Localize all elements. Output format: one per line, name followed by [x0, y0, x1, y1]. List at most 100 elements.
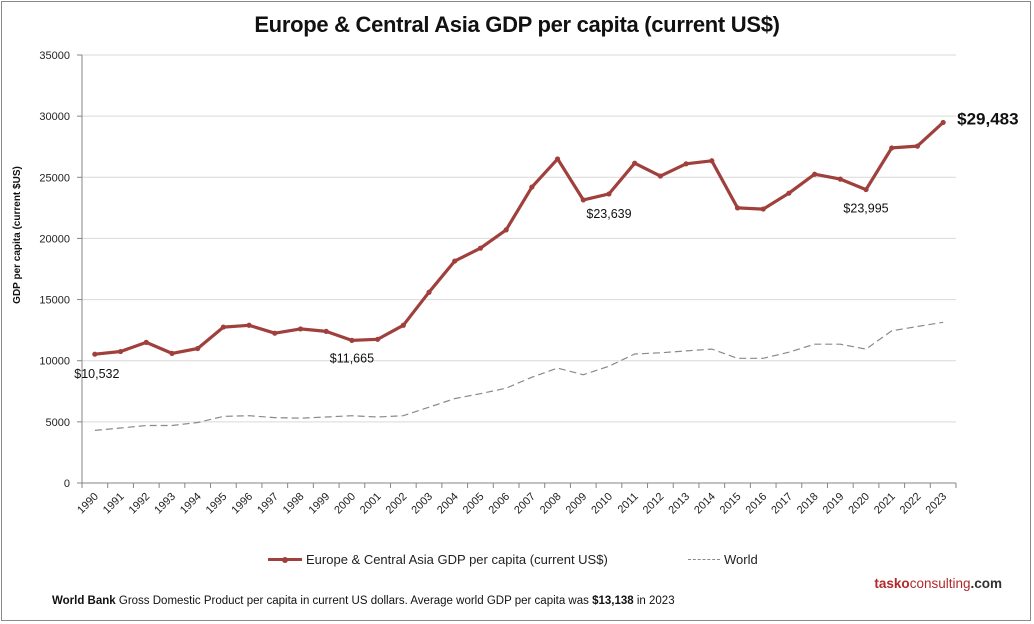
x-tick-label: 2010 — [589, 491, 615, 517]
legend-label-europe: Europe & Central Asia GDP per capita (cu… — [306, 552, 608, 567]
gridlines — [82, 54, 956, 423]
legend-item-world[interactable]: World — [688, 552, 758, 567]
data-label: $23,639 — [586, 207, 631, 221]
annotations: $10,532 $11,665 $23,639 $23,995 $29,483 — [74, 109, 1018, 381]
data-label: $10,532 — [74, 367, 119, 381]
x-tick-label: 2023 — [923, 491, 949, 517]
data-point-europe — [400, 322, 406, 328]
data-point-europe — [117, 348, 124, 355]
data-point-europe — [323, 328, 329, 334]
series-line-world — [94, 321, 944, 431]
x-tick-label: 1991 — [101, 491, 127, 517]
x-tick-label: 1990 — [75, 491, 101, 517]
x-tick-label: 1997 — [255, 491, 281, 517]
footnote-source: World Bank — [52, 595, 116, 607]
x-tick-label: 2001 — [358, 491, 384, 517]
data-point-europe — [272, 330, 278, 336]
footnote: World Bank Gross Domestic Product per ca… — [52, 595, 675, 607]
x-tick-label: 1999 — [307, 491, 333, 517]
y-tick-label: 5000 — [46, 417, 70, 429]
chart-title: Europe & Central Asia GDP per capita (cu… — [254, 12, 780, 37]
x-tick-label: 2019 — [821, 491, 847, 517]
x-tick-label: 1993 — [152, 491, 178, 517]
data-point-europe — [760, 206, 766, 212]
data-point-europe — [580, 197, 586, 203]
data-point-europe — [837, 176, 843, 182]
x-tick-label: 1998 — [281, 491, 307, 517]
x-tick-label: 2006 — [486, 491, 512, 517]
y-tick-label: 0 — [64, 478, 70, 490]
data-point-europe — [632, 160, 638, 166]
legend: Europe & Central Asia GDP per capita (cu… — [0, 552, 1034, 570]
brand-watermark: taskoconsulting.com — [874, 576, 1002, 591]
data-point-europe — [503, 227, 509, 233]
data-point-europe — [812, 171, 818, 177]
legend-item-europe[interactable]: Europe & Central Asia GDP per capita (cu… — [268, 552, 608, 567]
data-point-europe — [554, 156, 561, 162]
data-point-europe — [195, 345, 201, 352]
data-point-europe — [452, 258, 458, 264]
y-tick-label: 15000 — [39, 295, 70, 307]
data-point-europe — [246, 322, 252, 328]
x-tick-label: 2013 — [666, 491, 692, 517]
data-point-europe — [529, 184, 535, 190]
data-point-europe — [426, 289, 432, 295]
x-tick-label: 2020 — [846, 491, 872, 517]
data-point-europe — [92, 351, 98, 357]
data-point-europe — [786, 190, 792, 196]
x-tick-label: 2003 — [409, 491, 435, 517]
data-point-europe — [683, 161, 689, 167]
x-tick-label: 2012 — [641, 491, 667, 517]
series-group — [92, 119, 946, 431]
footnote-highlight-value: $13,138 — [592, 595, 634, 607]
data-point-europe — [940, 119, 946, 126]
x-tick-label: 2016 — [744, 491, 770, 517]
footnote-text-end: in 2023 — [633, 595, 675, 607]
data-point-europe — [914, 143, 921, 149]
x-tick-label: 2008 — [538, 491, 564, 517]
brand-part-consulting: consulting — [909, 576, 971, 591]
data-point-europe — [709, 158, 715, 164]
data-label: $11,665 — [330, 351, 374, 365]
data-point-europe — [220, 324, 226, 330]
brand-part-tasko: tasko — [874, 576, 910, 591]
y-axis-ticks: 0 5000 10000 15000 20000 25000 30000 35000 — [39, 50, 82, 490]
data-point-europe — [169, 350, 175, 356]
x-tick-label: 2004 — [435, 491, 461, 517]
x-tick-label: 1992 — [127, 491, 153, 517]
axes — [81, 55, 956, 484]
data-point-europe — [889, 145, 895, 151]
x-tick-label: 2015 — [718, 491, 744, 517]
y-tick-label: 25000 — [39, 172, 70, 184]
x-tick-label: 1996 — [229, 491, 255, 517]
x-tick-label: 2022 — [898, 491, 924, 517]
y-axis-label: GDP per capita (current $US) — [12, 166, 23, 304]
x-tick-label: 2000 — [332, 491, 358, 517]
data-point-europe — [297, 326, 304, 332]
data-point-europe — [349, 337, 355, 343]
y-tick-label: 35000 — [39, 50, 70, 62]
legend-swatch-dashed-line-icon — [688, 559, 720, 560]
data-point-europe — [477, 245, 484, 251]
y-tick-label: 30000 — [39, 111, 70, 123]
x-tick-label: 2014 — [692, 491, 718, 517]
series-line-europe — [94, 121, 945, 356]
x-tick-label: 2002 — [384, 491, 410, 517]
data-point-europe — [863, 186, 869, 193]
data-point-europe — [375, 336, 381, 342]
x-tick-label: 2009 — [564, 491, 590, 517]
data-label: $23,995 — [843, 202, 888, 216]
x-tick-label: 2021 — [872, 491, 898, 517]
x-axis-ticks: 1990 1991 1992 1993 1994 1995 1996 1997 1998 1999… — [75, 483, 957, 517]
y-tick-label: 20000 — [39, 233, 70, 245]
x-tick-label: 2018 — [795, 491, 821, 517]
x-tick-label: 2005 — [461, 491, 487, 517]
x-tick-label: 2017 — [769, 491, 795, 517]
x-tick-label: 2007 — [512, 491, 538, 517]
data-point-europe — [606, 191, 612, 197]
y-tick-label: 10000 — [39, 356, 70, 368]
footnote-text: Gross Domestic Product per capita in cur… — [115, 595, 593, 607]
data-point-europe — [734, 205, 741, 211]
x-tick-label: 1994 — [178, 491, 204, 517]
